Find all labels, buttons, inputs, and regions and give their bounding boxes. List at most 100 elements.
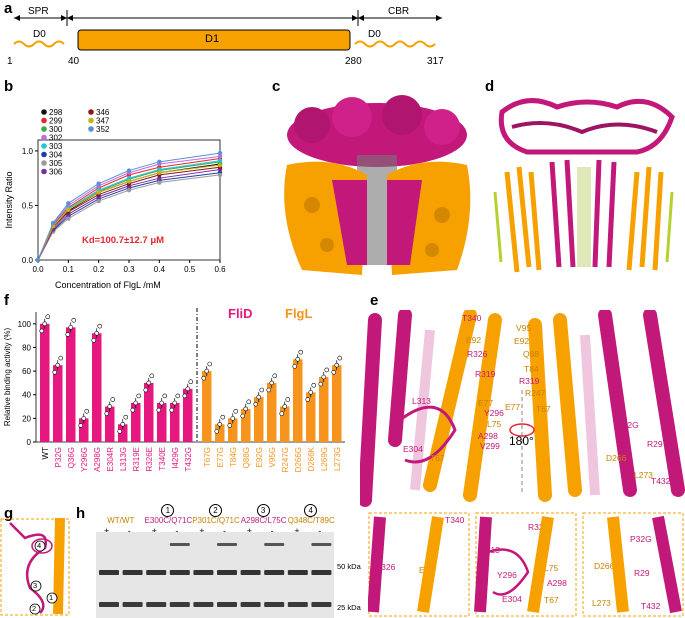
rep-point-T432G [185, 386, 191, 392]
surface-structure [284, 95, 471, 275]
lane-number: 1 [161, 504, 175, 517]
rep-point-V95G [269, 380, 275, 386]
x-label-Y296G: Y296G [80, 447, 89, 472]
rep-point-WT [45, 314, 51, 320]
x-tick-label: 0.4 [154, 265, 166, 274]
rep-point-R247G [282, 404, 288, 409]
residue-label: E92 [466, 335, 482, 345]
legend-label-303: 303 [49, 142, 63, 151]
rep-point-WT [39, 328, 45, 334]
gel-band-dimer [169, 543, 190, 546]
data-point-347 [96, 190, 101, 195]
data-point-305 [126, 187, 132, 193]
rotation-label: 180° [509, 434, 534, 448]
x-tick-label: 0.0 [32, 265, 44, 274]
rep-point-E92G [259, 387, 265, 393]
rep-point-D266K [311, 382, 317, 388]
rep-point-E92G [253, 401, 259, 407]
residue-label: L273 [634, 470, 653, 480]
y-tick-label: 100 [18, 320, 32, 329]
legend-marker-304 [41, 151, 47, 158]
data-point-352 [35, 257, 41, 263]
g-marker-4: 4 [37, 541, 42, 550]
domain-d1: D1 [205, 33, 220, 45]
y-tick-label: 20 [22, 414, 31, 423]
legend-marker-352 [88, 126, 94, 132]
data-point-352 [217, 150, 223, 156]
bar-T340E [157, 403, 167, 442]
rep-point-Q88G [246, 399, 252, 405]
gel-band-upper [240, 570, 261, 575]
bar-Y296G [79, 418, 89, 442]
lane-sign: + [294, 526, 300, 536]
flgl-legend: FlgL [285, 306, 313, 321]
x-label-T67G: T67G [203, 447, 212, 467]
data-point-302 [217, 154, 223, 159]
zoom-residue-label: R326 [528, 522, 549, 532]
legend-label-302: 302 [49, 134, 63, 143]
lane-label: WT/WT [107, 516, 135, 525]
rep-point-E92G [256, 394, 262, 400]
bar-L273G [332, 365, 342, 442]
lane-sign: + [246, 526, 253, 536]
gel-band-lower [99, 602, 119, 607]
rep-point-T340E [162, 393, 168, 399]
spr-label: SPR [28, 6, 49, 17]
data-point-347 [157, 170, 162, 175]
rep-point-R247G [279, 411, 285, 416]
gel-band-dimer [264, 543, 285, 546]
x-label-E92G: E92G [255, 447, 264, 467]
rep-point-R326E [149, 373, 155, 379]
residue-label: E77 [505, 402, 521, 412]
residue-label: T340 [462, 313, 482, 323]
rep-point-A298G [97, 323, 103, 329]
zoom-residue-label: E304 [502, 594, 522, 604]
rep-point-Q36G [68, 325, 74, 330]
gel-band-lower [287, 602, 308, 607]
zoom-residue-label: Y296 [497, 570, 517, 580]
rep-point-T432G [182, 393, 188, 399]
gel-band-lower [311, 602, 332, 607]
residue-label: V299 [480, 441, 500, 451]
zoom-residue-label: L75 [544, 563, 559, 573]
x-label-T340E: T340E [158, 447, 167, 471]
x-label-I429G: I429G [171, 447, 180, 469]
lane-sign: + [151, 526, 157, 536]
panel-label-d: d [485, 78, 495, 95]
residue-label: A298 [478, 431, 498, 441]
legend-label-305: 305 [49, 159, 63, 168]
rep-point-Q36G [65, 332, 71, 337]
gel-band-upper [99, 570, 119, 575]
rep-point-T84G [227, 423, 233, 428]
legend-marker-306 [41, 168, 47, 175]
legend-label-347: 347 [96, 117, 110, 126]
lane-number: 3 [256, 504, 270, 517]
data-point-305 [96, 198, 101, 204]
zoom-insets [368, 512, 684, 617]
gel-band-upper [193, 570, 214, 575]
gel-band-upper [264, 570, 285, 575]
rep-point-D266K [305, 397, 311, 402]
gel-band-upper [146, 570, 167, 575]
legend-label-299: 299 [49, 117, 63, 126]
residue-label: T67 [536, 404, 551, 414]
zoom-residue-label: T67 [544, 595, 559, 605]
panel-label-c: c [272, 78, 281, 95]
panel-label-g: g [4, 505, 14, 522]
rep-point-P32G [55, 362, 61, 368]
rep-point-R326E [146, 380, 152, 386]
data-point-347 [126, 179, 132, 184]
x-tick-label: 0.3 [123, 265, 135, 274]
gel-band-lower [264, 602, 285, 607]
gel-image [96, 532, 334, 618]
data-point-305 [157, 180, 162, 185]
interface-structure [360, 310, 685, 507]
marker-50kda: 50 kDa [337, 562, 361, 571]
legend-marker-346 [88, 109, 94, 115]
rep-point-D266G [292, 364, 298, 369]
rep-point-T67G [201, 375, 207, 381]
rep-point-Y296G [78, 423, 84, 428]
bar-D266G [293, 359, 303, 442]
rep-point-T67G [207, 361, 213, 367]
data-point-303 [157, 167, 162, 172]
